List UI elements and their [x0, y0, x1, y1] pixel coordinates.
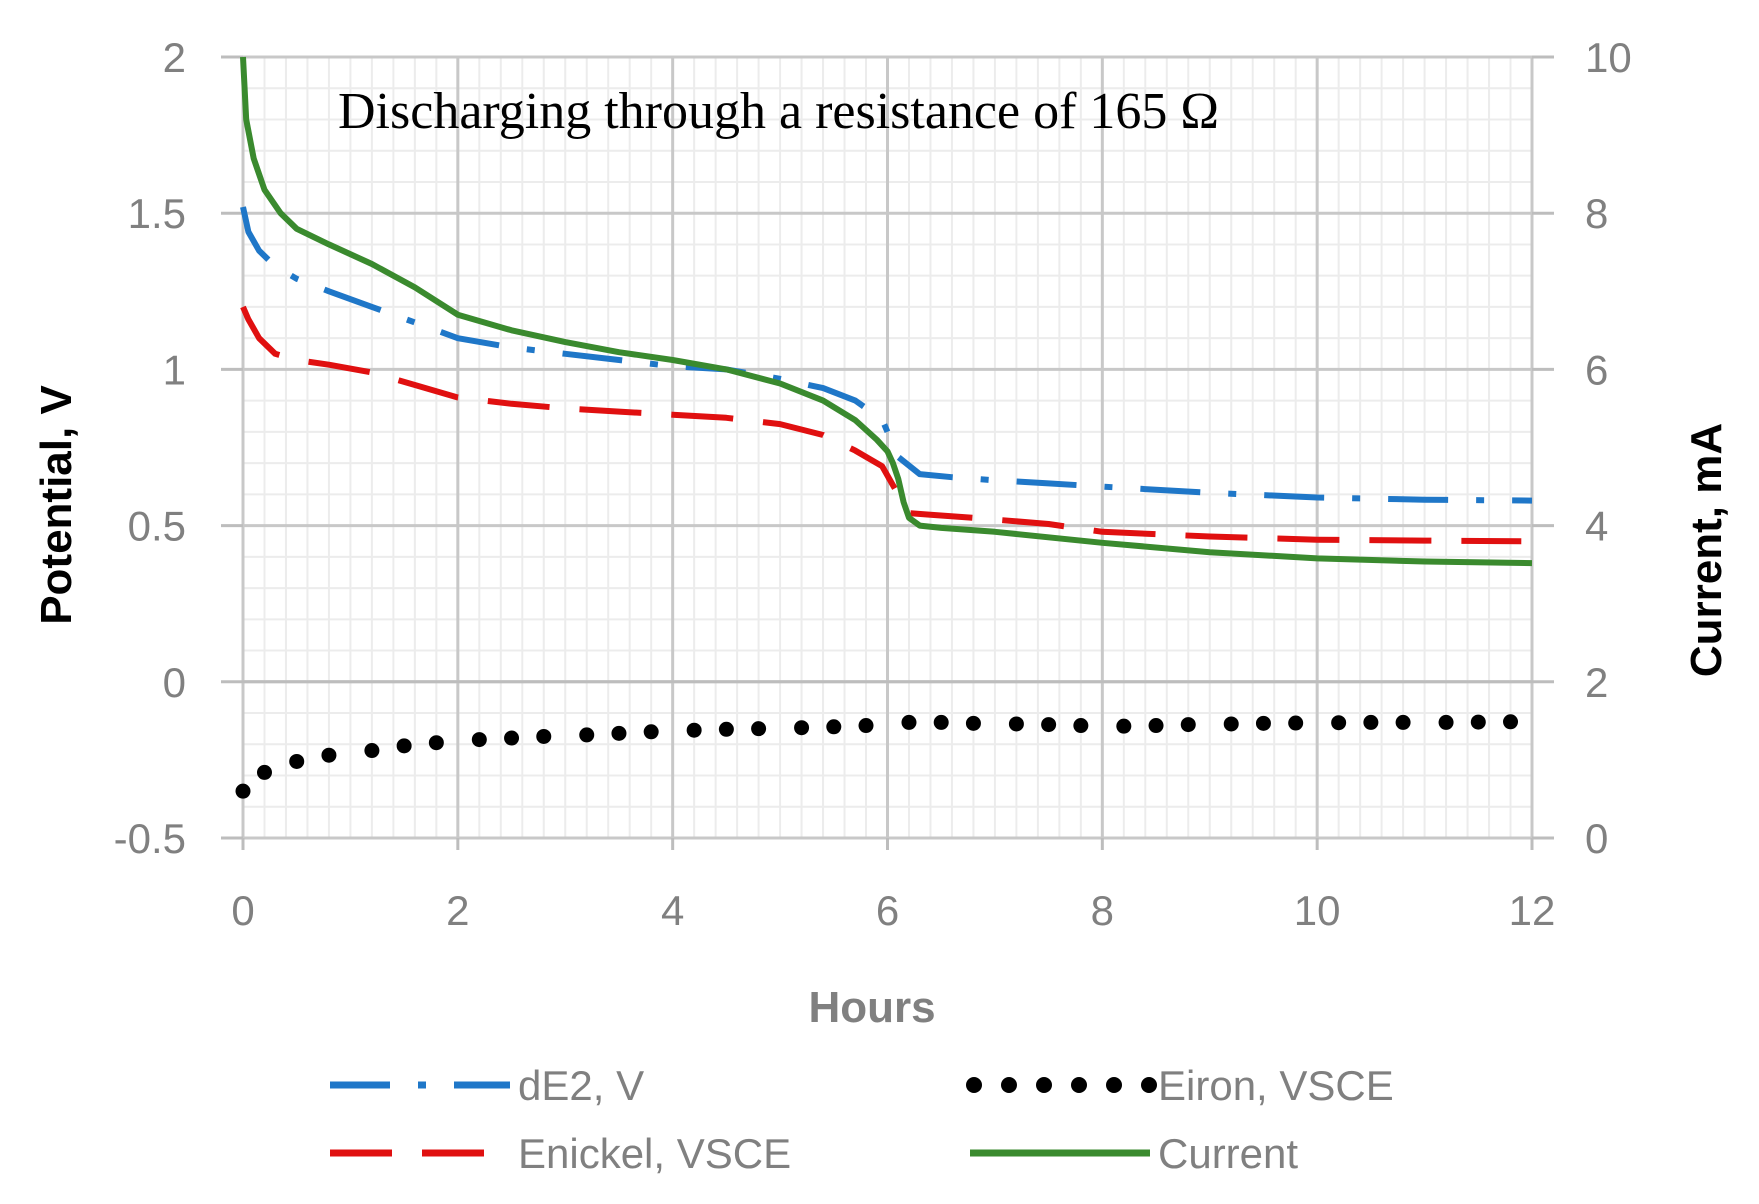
series-enickel-vsce-line — [240, 305, 1522, 545]
legend-swatch-dot — [966, 1077, 982, 1093]
data-point — [1363, 714, 1379, 730]
series-layer — [235, 56, 1533, 799]
data-point — [428, 735, 444, 751]
legend: dE2, V Eiron, VSCE Enickel, VSCE Current — [330, 1062, 1394, 1177]
y2-axis-title: Current, mA — [1682, 423, 1731, 677]
y2-tick-label: 0 — [1585, 815, 1608, 862]
data-point — [611, 725, 627, 741]
legend-swatch-dot — [1001, 1077, 1017, 1093]
legend-item-enickel-vsce: Enickel, VSCE — [330, 1130, 791, 1177]
y-tick-label: 2 — [163, 34, 186, 81]
y2-tick-label: 6 — [1585, 346, 1608, 393]
data-point — [751, 721, 767, 737]
data-point — [235, 783, 251, 799]
data-point — [965, 715, 981, 731]
legend-item-de2-v: dE2, V — [330, 1062, 644, 1109]
grid-layer — [241, 55, 1534, 840]
data-point — [1073, 718, 1089, 734]
axis-layer: 0 2 4 6 8 10 12 -0.5 0 0.5 1 1.5 2 0 2 4 6 8 10 — [114, 34, 1632, 934]
y2-tick-label: 2 — [1585, 659, 1608, 706]
data-point — [1438, 714, 1454, 730]
data-point — [364, 743, 380, 759]
data-point — [1041, 717, 1057, 733]
x-tick-label: 0 — [231, 887, 254, 934]
x-axis-title: Hours — [808, 983, 935, 1032]
data-point — [1470, 714, 1486, 730]
data-point — [256, 764, 272, 780]
data-point — [536, 728, 552, 744]
legend-label: Enickel, VSCE — [518, 1130, 791, 1177]
data-point — [579, 727, 595, 743]
series-de2-v-line — [240, 206, 1533, 504]
data-point — [471, 732, 487, 748]
x-tick-label: 12 — [1509, 887, 1556, 934]
data-point — [1503, 714, 1519, 730]
y-tick-label: 1 — [163, 346, 186, 393]
y2-tick-label: 8 — [1585, 190, 1608, 237]
series-current-line — [240, 56, 1533, 567]
data-point — [396, 738, 412, 754]
x-tick-label: 8 — [1091, 887, 1114, 934]
y-tick-label: 1.5 — [128, 190, 186, 237]
data-point — [1148, 718, 1164, 734]
data-point — [321, 747, 337, 763]
data-point — [858, 718, 874, 734]
legend-label: Current — [1158, 1130, 1298, 1177]
x-tick-label: 4 — [661, 887, 684, 934]
legend-swatch-dot — [1106, 1077, 1122, 1093]
data-point — [1223, 716, 1239, 732]
legend-item-eiron-vsce: Eiron, VSCE — [966, 1062, 1394, 1109]
data-point — [933, 714, 949, 730]
legend-swatch-dot — [1071, 1077, 1087, 1093]
data-point — [1331, 715, 1347, 731]
data-point — [1180, 717, 1196, 733]
data-point — [1008, 716, 1024, 732]
x-tick-label: 10 — [1294, 887, 1341, 934]
y2-tick-label: 4 — [1585, 503, 1608, 550]
data-point — [686, 722, 702, 738]
y-tick-label: 0 — [163, 659, 186, 706]
legend-label: Eiron, VSCE — [1158, 1062, 1394, 1109]
y-tick-label: 0.5 — [128, 503, 186, 550]
y-axis-title: Potential, V — [32, 385, 81, 625]
chart-annotation: Discharging through a resistance of 165 … — [338, 83, 1219, 140]
data-point — [826, 719, 842, 735]
data-point — [1395, 714, 1411, 730]
series-eiron-vsce — [235, 714, 1519, 799]
data-point — [1116, 718, 1132, 734]
data-point — [901, 714, 917, 730]
data-point — [289, 753, 305, 769]
y-tick-label: -0.5 — [114, 815, 186, 862]
x-tick-label: 6 — [876, 887, 899, 934]
legend-item-current: Current — [970, 1130, 1298, 1177]
legend-swatch-dot — [1036, 1077, 1052, 1093]
data-point — [1255, 715, 1271, 731]
legend-label: dE2, V — [518, 1062, 644, 1109]
data-point — [794, 720, 810, 736]
x-tick-label: 2 — [446, 887, 469, 934]
data-point — [504, 730, 520, 746]
data-point — [643, 724, 659, 740]
legend-swatch-dot — [1141, 1077, 1157, 1093]
y2-tick-label: 10 — [1585, 34, 1632, 81]
data-point — [1288, 715, 1304, 731]
data-point — [718, 721, 734, 737]
